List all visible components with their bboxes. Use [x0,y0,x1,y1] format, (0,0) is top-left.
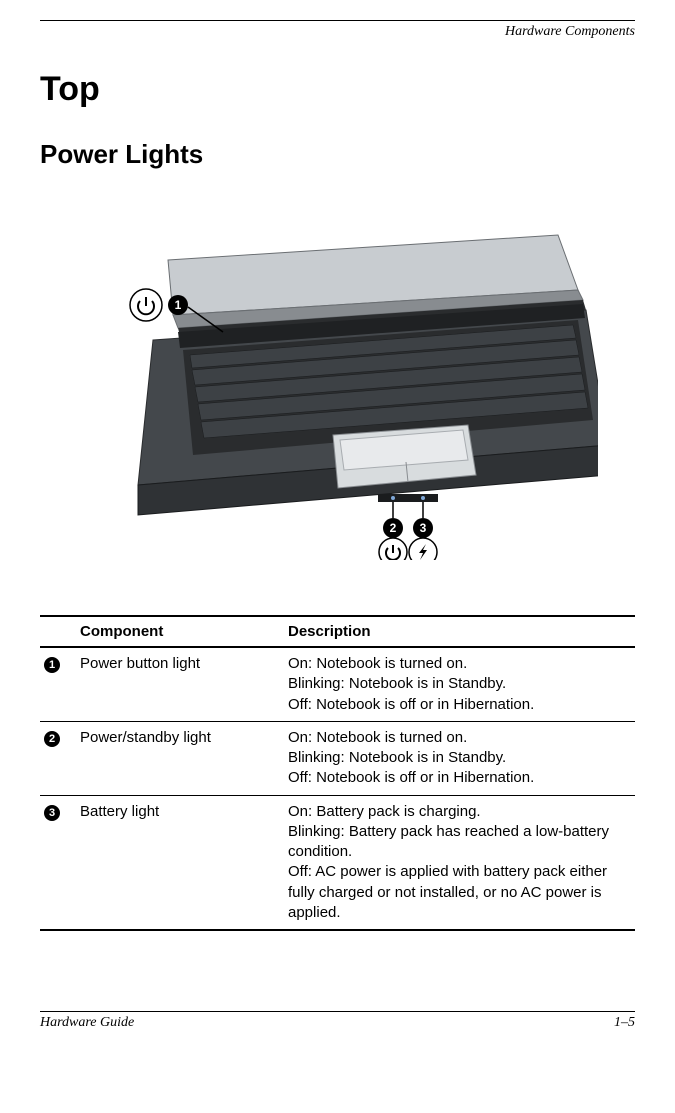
row-number-3: 3 [44,805,60,821]
table-row: 2 Power/standby light On: Notebook is tu… [40,721,635,795]
row-component-3: Battery light [76,795,284,930]
footer-right: 1–5 [614,1015,635,1031]
heading-power-lights: Power Lights [40,139,635,170]
th-description: Description [284,616,635,647]
row-number-2: 2 [44,731,60,747]
row-number-1: 1 [44,657,60,673]
heading-top: Top [40,70,635,109]
callout-group-2: 2 [379,502,407,560]
laptop-diagram: 1 2 3 [40,200,635,565]
laptop-illustration: 1 2 3 [78,200,598,560]
header-section-title: Hardware Components [40,24,635,40]
row-description-1: On: Notebook is turned on.Blinking: Note… [284,647,635,721]
callout-1-number: 1 [174,298,181,312]
table-row: 3 Battery light On: Battery pack is char… [40,795,635,930]
row-description-3: On: Battery pack is charging.Blinking: B… [284,795,635,930]
th-component: Component [76,616,284,647]
table-row: 1 Power button light On: Notebook is tur… [40,647,635,721]
footer-left: Hardware Guide [40,1015,134,1031]
page-footer: Hardware Guide 1–5 [40,1011,635,1031]
row-description-2: On: Notebook is turned on.Blinking: Note… [284,721,635,795]
callout-3-number: 3 [419,521,426,535]
row-component-1: Power button light [76,647,284,721]
component-table: Component Description 1 Power button lig… [40,615,635,931]
callout-2-number: 2 [389,521,396,535]
row-component-2: Power/standby light [76,721,284,795]
callout-group-3: 3 [409,502,437,560]
